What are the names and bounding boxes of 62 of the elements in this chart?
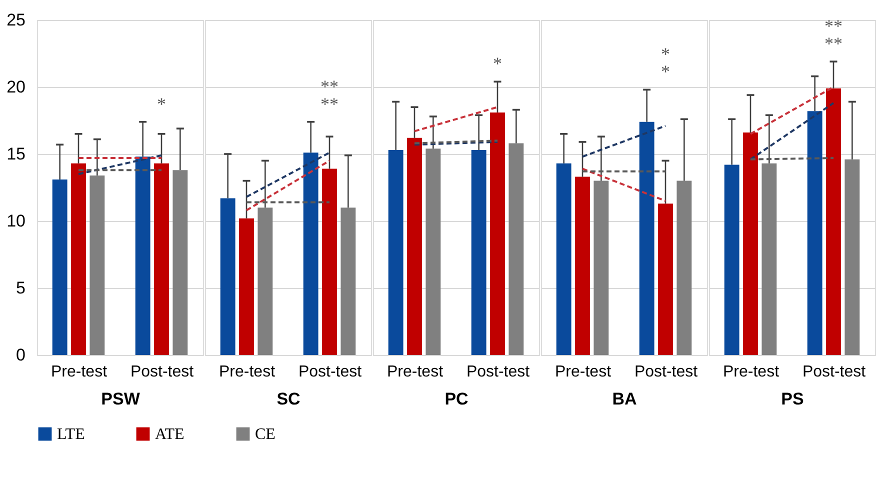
x-tick-label: Post-test xyxy=(298,364,362,380)
legend-label: ATE xyxy=(155,426,184,443)
x-axis-title: PSW xyxy=(101,390,141,408)
annotation: * xyxy=(493,54,502,74)
bar xyxy=(220,198,236,355)
x-tick-label: Pre-test xyxy=(386,364,444,380)
annotation: * xyxy=(661,44,670,64)
annotation: ** xyxy=(824,16,842,36)
annotation: ** xyxy=(320,94,338,114)
bar xyxy=(556,163,572,355)
bar xyxy=(807,111,822,355)
x-axis-title: SC xyxy=(276,390,300,408)
annotation: ** xyxy=(320,76,338,96)
bar xyxy=(639,122,654,355)
bar xyxy=(743,132,758,355)
y-tick-label: 25 xyxy=(6,10,26,30)
bar xyxy=(388,150,404,355)
bar xyxy=(490,112,505,355)
annotation: * xyxy=(661,62,670,82)
bar xyxy=(844,159,860,355)
x-tick-label: Post-test xyxy=(130,364,194,380)
x-tick-label: Pre-test xyxy=(554,364,612,380)
bar xyxy=(52,179,68,355)
x-tick-label: Pre-test xyxy=(50,364,108,380)
bar xyxy=(340,208,356,355)
bar xyxy=(71,163,86,355)
bar xyxy=(407,138,422,355)
y-tick-label: 0 xyxy=(16,346,26,364)
bar xyxy=(172,170,188,355)
bar xyxy=(322,168,337,355)
bar xyxy=(426,148,441,355)
x-tick-label: Post-test xyxy=(634,364,698,380)
x-tick-label: Pre-test xyxy=(218,364,276,380)
x-tick-label: Post-test xyxy=(802,364,866,380)
annotation: * xyxy=(157,94,166,114)
bar xyxy=(594,180,609,355)
x-axis-title: PS xyxy=(781,390,804,408)
bar xyxy=(762,163,777,355)
legend-label: CE xyxy=(255,426,276,443)
y-tick-label: 15 xyxy=(6,144,26,164)
x-tick-label: Pre-test xyxy=(722,364,780,380)
bar xyxy=(575,176,590,355)
bar xyxy=(508,143,524,355)
y-tick-label: 20 xyxy=(6,78,26,96)
bar xyxy=(239,218,254,355)
x-tick-label: Post-test xyxy=(466,364,530,380)
x-axis-title: BA xyxy=(612,390,637,408)
y-tick-label: 5 xyxy=(16,278,26,298)
y-tick-label: 10 xyxy=(6,212,26,230)
bar xyxy=(135,156,150,355)
legend-label: LTE xyxy=(57,426,85,443)
bar xyxy=(154,163,169,355)
bar xyxy=(303,152,318,355)
bar xyxy=(658,204,673,355)
bar xyxy=(90,175,105,355)
bar xyxy=(676,180,692,355)
bar xyxy=(471,150,486,355)
annotation: ** xyxy=(824,34,842,54)
bar xyxy=(826,88,841,355)
x-axis-title: PC xyxy=(444,390,468,408)
bar xyxy=(724,164,740,355)
bar xyxy=(258,208,273,355)
